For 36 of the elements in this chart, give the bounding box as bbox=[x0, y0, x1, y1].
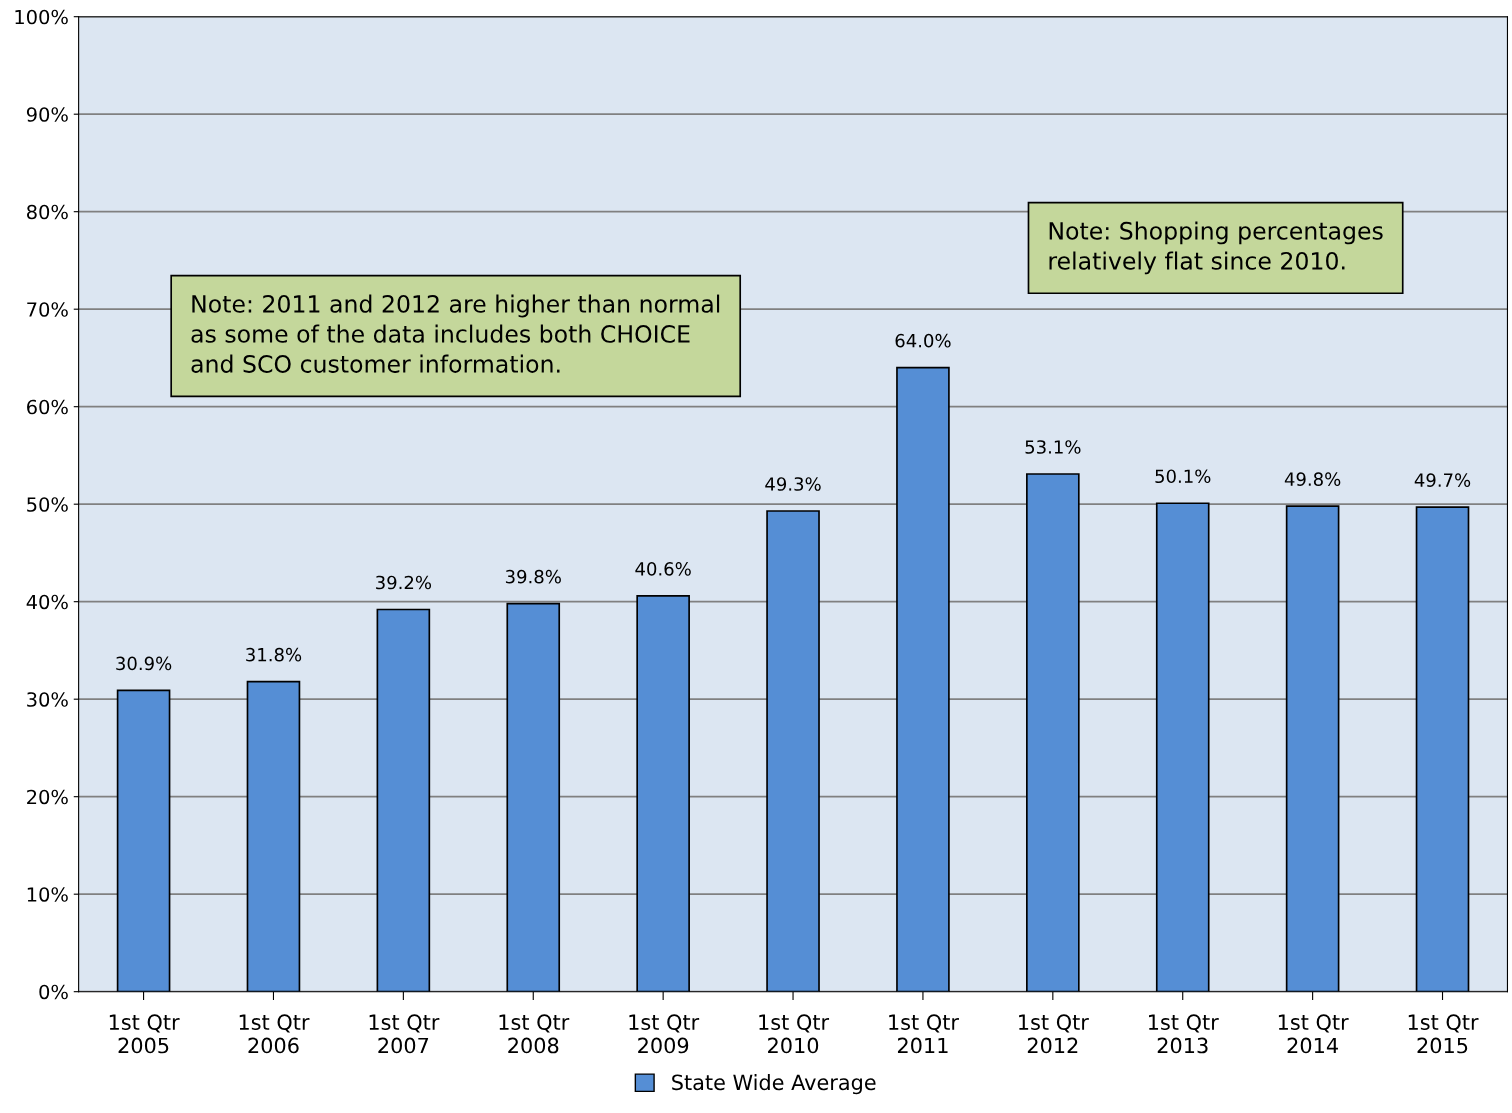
x-tick-label: 1st Qtr 2012 bbox=[1019, 1014, 1089, 1054]
data-label: 40.6% bbox=[635, 562, 691, 576]
y-tick-label: 40% bbox=[26, 594, 68, 610]
data-label: 49.3% bbox=[765, 477, 821, 491]
y-tick-label: 50% bbox=[27, 497, 68, 512]
data-label: 49.8% bbox=[1284, 472, 1341, 486]
x-tick-label: 1st Qtr 2009 bbox=[629, 1014, 700, 1054]
x-tick-label: 1st Qtr 2007 bbox=[369, 1014, 440, 1054]
annotation: Note: 2011 and 2012 are higher than normal as some of the data includes both CHOICE and SCO customer information. bbox=[191, 294, 720, 373]
data-label: 39.2% bbox=[376, 575, 432, 590]
y-tick-label: 0% bbox=[39, 984, 68, 1000]
x-tick-label: 1st Qtr 2015 bbox=[1408, 1014, 1479, 1054]
y-tick-label: 70% bbox=[27, 302, 68, 317]
legend-label: State Wide Average bbox=[672, 1074, 876, 1095]
x-tick-label: 1st Qtr 2011 bbox=[889, 1014, 959, 1054]
annotation: Note: Shopping percentages relatively flat since 2010. bbox=[1049, 221, 1383, 275]
data-label: 31.8% bbox=[246, 647, 302, 662]
data-label: 64.0% bbox=[895, 333, 951, 348]
y-tick-label: 80% bbox=[27, 204, 68, 220]
x-tick-label: 1st Qtr 2014 bbox=[1278, 1014, 1349, 1054]
y-tick-label: 30% bbox=[27, 692, 68, 707]
y-tick-label: 90% bbox=[26, 107, 68, 122]
data-label: 39.8% bbox=[505, 569, 561, 584]
x-tick-label: 1st Qtr 2006 bbox=[239, 1014, 310, 1054]
data-label: 30.9% bbox=[116, 656, 172, 671]
x-tick-label: 1st Qtr 2013 bbox=[1149, 1014, 1219, 1054]
data-label: 53.1% bbox=[1025, 440, 1081, 454]
x-tick-label: 1st Qtr 2008 bbox=[499, 1014, 570, 1054]
y-tick-label: 100% bbox=[15, 9, 68, 25]
y-tick-label: 20% bbox=[27, 789, 68, 805]
data-label: 50.1% bbox=[1155, 469, 1211, 484]
data-label: 49.7% bbox=[1414, 473, 1471, 487]
y-tick-label: 10% bbox=[27, 887, 68, 902]
x-tick-label: 1st Qtr 2010 bbox=[759, 1014, 830, 1054]
y-tick-label: 60% bbox=[27, 399, 68, 415]
x-tick-label: 1st Qtr 2005 bbox=[109, 1014, 180, 1054]
